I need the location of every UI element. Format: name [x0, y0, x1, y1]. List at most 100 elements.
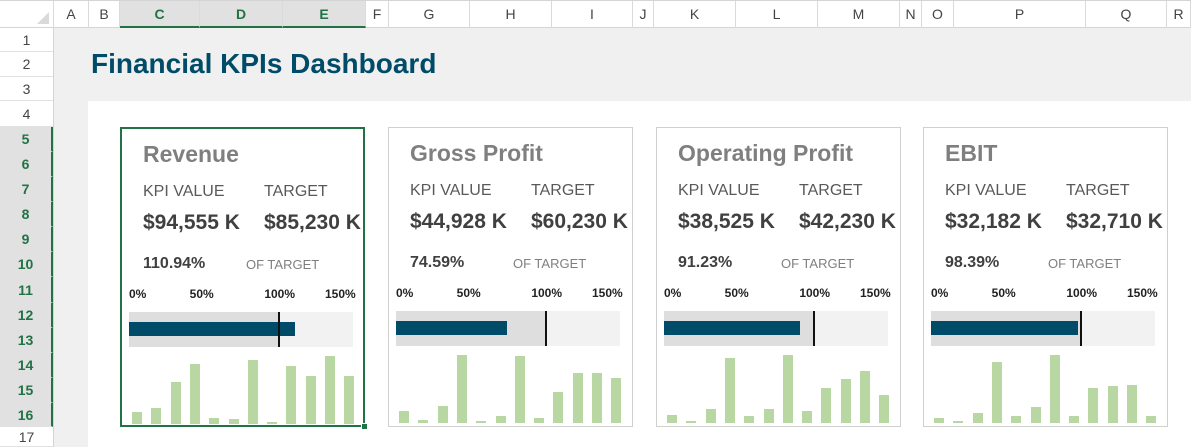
sparkline-bar	[209, 417, 220, 424]
target-value: $60,230 K	[531, 210, 628, 233]
page-title: Financial KPIs Dashboard	[91, 48, 437, 79]
sparkline-chart	[396, 353, 624, 423]
fill-handle[interactable]	[361, 423, 368, 430]
column-header-R[interactable]: R	[1167, 1, 1191, 28]
row-header-4[interactable]: 4	[0, 101, 53, 127]
target-marker	[278, 312, 281, 347]
sparkline-chart	[664, 353, 892, 423]
row-header-6[interactable]: 6	[0, 152, 53, 177]
sparkline-bar	[286, 366, 297, 424]
row-header-15[interactable]: 15	[0, 378, 53, 403]
sparkline-bar	[1069, 415, 1080, 423]
sparkline-bar	[418, 419, 429, 423]
bullet-chart	[664, 311, 888, 346]
sparkline-bar	[972, 413, 983, 423]
column-header-I[interactable]: I	[552, 1, 633, 28]
row-header-7[interactable]: 7	[0, 177, 53, 202]
kpi-card[interactable]: Operating Profit KPI VALUE TARGET $38,52…	[656, 127, 901, 427]
column-header-M[interactable]: M	[818, 1, 900, 28]
target-value: $32,710 K	[1066, 210, 1163, 233]
row-header-17[interactable]: 17	[0, 427, 53, 447]
column-header-C[interactable]: C	[120, 1, 200, 28]
of-target-label: OF TARGET	[1048, 256, 1122, 271]
sparkline-bar	[991, 361, 1002, 423]
kpi-value: $94,555 K	[143, 211, 240, 234]
sparkline-bar	[763, 408, 774, 423]
scale-tick: 0%	[931, 286, 949, 300]
column-header-A[interactable]: A	[54, 1, 89, 28]
sparkline-bar	[1049, 355, 1060, 423]
scale-tick: 0%	[664, 286, 682, 300]
row-header-3[interactable]: 3	[0, 77, 53, 101]
column-header-H[interactable]: H	[470, 1, 552, 28]
of-target-label: OF TARGET	[513, 256, 587, 271]
column-header-O[interactable]: O	[922, 1, 954, 28]
sparkline-bar	[151, 408, 162, 424]
kpi-value-label: KPI VALUE	[678, 182, 760, 199]
scale-tick: 150%	[860, 286, 891, 300]
kpi-value-label: KPI VALUE	[143, 183, 225, 200]
column-header-P[interactable]: P	[954, 1, 1086, 28]
column-header-J[interactable]: J	[633, 1, 654, 28]
column-header-E[interactable]: E	[283, 1, 366, 28]
scale-tick: 150%	[325, 287, 356, 301]
kpi-card[interactable]: EBIT KPI VALUE TARGET $32,182 K $32,710 …	[923, 127, 1168, 427]
column-header-G[interactable]: G	[389, 1, 470, 28]
sparkline-bar	[189, 364, 200, 424]
target-marker	[1080, 311, 1083, 346]
kpi-card[interactable]: Gross Profit KPI VALUE TARGET $44,928 K …	[388, 127, 633, 427]
row-header-11[interactable]: 11	[0, 277, 53, 303]
sparkline-bar	[782, 355, 793, 423]
kpi-card[interactable]: Revenue KPI VALUE TARGET $94,555 K $85,2…	[120, 127, 365, 427]
sparkline-bar	[534, 418, 545, 423]
column-header-L[interactable]: L	[736, 1, 818, 28]
kpi-bar	[931, 321, 1078, 335]
scale-tick: 150%	[592, 286, 623, 300]
row-header-12[interactable]: 12	[0, 303, 53, 328]
sparkline-bar	[456, 355, 467, 423]
percent-of-target: 110.94%	[143, 255, 206, 272]
sparkline-bar	[1146, 416, 1157, 423]
column-header-F[interactable]: F	[366, 1, 389, 28]
column-header-N[interactable]: N	[900, 1, 922, 28]
sparkline-bar	[1127, 384, 1137, 423]
row-header-9[interactable]: 9	[0, 227, 53, 252]
row-header-13[interactable]: 13	[0, 328, 53, 353]
sparkline-bar	[399, 411, 409, 423]
row-header-8[interactable]: 8	[0, 202, 53, 227]
of-target-label: OF TARGET	[781, 256, 855, 271]
sparkline-bar	[553, 392, 564, 423]
sparkline-chart	[931, 353, 1159, 423]
row-header-2[interactable]: 2	[0, 52, 53, 77]
kpi-value-label: KPI VALUE	[945, 182, 1027, 199]
column-header-B[interactable]: B	[89, 1, 120, 28]
row-header-16[interactable]: 16	[0, 403, 53, 427]
scale-tick: 50%	[724, 286, 749, 300]
sparkline-bar	[879, 395, 890, 423]
kpi-value-label: KPI VALUE	[410, 182, 492, 199]
sparkline-bar	[247, 360, 258, 424]
row-header-1[interactable]: 1	[0, 28, 53, 52]
scale-tick: 100%	[264, 287, 296, 301]
sparkline-bar	[267, 421, 278, 424]
row-header-5[interactable]: 5	[0, 127, 53, 152]
target-label: TARGET	[799, 182, 863, 199]
target-value: $42,230 K	[799, 210, 896, 233]
sparkline-chart	[129, 354, 357, 424]
percent-of-target: 98.39%	[945, 254, 1000, 271]
target-label: TARGET	[1066, 182, 1130, 199]
column-header-K[interactable]: K	[654, 1, 736, 28]
sparkline-bar	[802, 411, 813, 423]
sparkline-bar	[514, 356, 525, 423]
scale-tick: 50%	[189, 287, 214, 301]
kpi-value: $38,525 K	[678, 210, 775, 233]
column-header-Q[interactable]: Q	[1086, 1, 1167, 28]
sparkline-bar	[1088, 388, 1099, 423]
sparkline-bar	[744, 416, 755, 423]
row-header-14[interactable]: 14	[0, 353, 53, 378]
select-all-button[interactable]	[0, 1, 54, 28]
column-header-D[interactable]: D	[200, 1, 283, 28]
target-value: $85,230 K	[264, 211, 361, 234]
row-header-10[interactable]: 10	[0, 252, 53, 277]
